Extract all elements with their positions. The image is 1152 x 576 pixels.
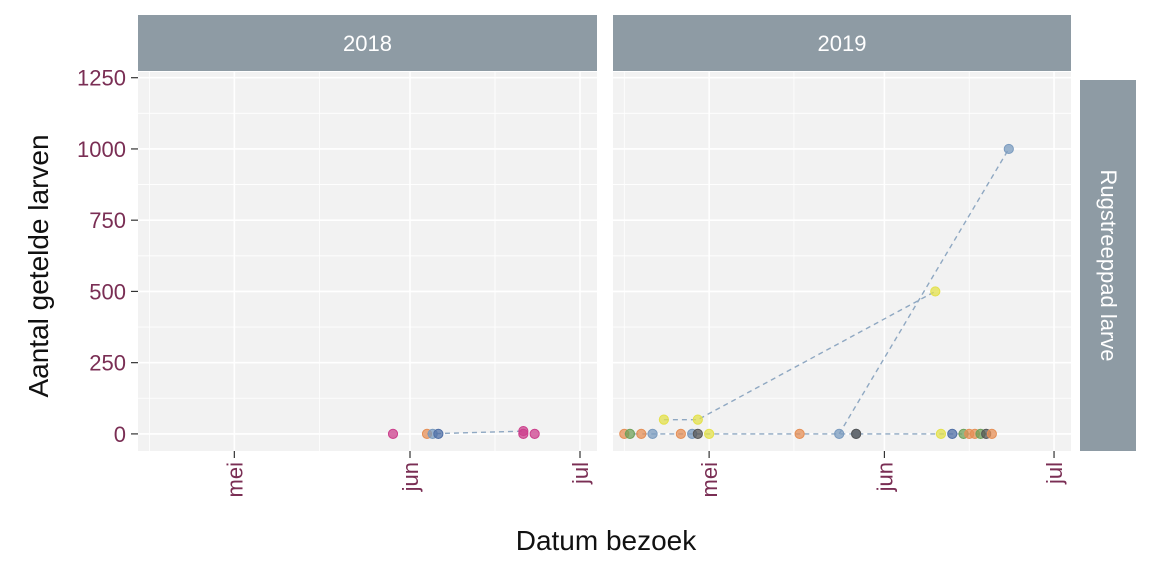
row-strip [1080,80,1136,451]
facet-2019-data-point [794,428,805,440]
facet-2019-data-point [930,286,941,297]
y-tick-label: 250 [89,351,126,376]
x-axis-title: Datum bezoek [516,525,698,556]
facet-2018-background [138,72,597,451]
facet-2018-panel [138,72,597,451]
y-axis-title: Aantal getelde larven [23,134,54,397]
facet-2019-x-tick-label: mei [697,462,722,497]
facet-2019-background [613,72,1071,451]
facet-2018-strip [138,15,597,71]
facet-2019-x-tick-label: jun [872,462,897,492]
facet-2019-data-point [647,428,658,440]
facet-panels [138,72,1071,451]
facet-2018-x-tick-label: mei [222,462,247,497]
facet-2019-data-point [636,428,647,440]
facet-2019-series-line-0 [663,290,936,421]
facet-2018-strip-label: 2018 [343,31,392,56]
facet-2019-panel [613,72,1071,451]
row-strip-label: Rugstreeppad larve [1096,169,1121,361]
facet-2019-series-line-1 [838,148,1010,435]
facet-2019-data-point [658,414,669,425]
facet-2018-data-point [529,428,540,440]
y-tick-label: 0 [114,422,126,447]
y-tick-label: 750 [89,208,126,233]
facet-2019-strip-label: 2019 [818,31,867,56]
facet-2018-x-tick-label: jul [568,462,593,485]
facet-2019-data-point [935,428,947,440]
facet-2019-data-point [1003,143,1014,155]
facet-strips: 2018 2019 Rugstreeppad larve [138,15,1136,451]
y-tick-label: 500 [89,279,126,304]
facet-2019-data-point [675,428,686,440]
facet-2018-data-point [433,428,444,440]
facet-2018-data-point [387,428,399,440]
facet-2019-strip [613,15,1071,71]
facet-2018-data-point [518,428,529,440]
y-axis: 0 250 500 750 1000 1250 [77,66,138,447]
facet-2018-series-line-0 [426,430,524,435]
facet-2019-data-point [986,428,997,440]
facet-2019-data-point [947,428,958,440]
facet-2019-data-point [834,428,845,440]
y-tick-label: 1000 [77,137,126,162]
facet-2019-data-point [624,428,636,440]
facet-2019-data-point [692,428,703,440]
facet-2019-data-point [851,428,862,440]
facet-2019-x-tick-label: jul [1042,462,1067,485]
facet-2019-data-point [704,428,715,440]
facet-2019-data-point [692,414,703,425]
facet-2018-x-tick-label: jun [398,462,423,492]
x-axis: mei jun jul mei jun jul [222,451,1067,497]
y-tick-label: 1250 [77,66,126,91]
